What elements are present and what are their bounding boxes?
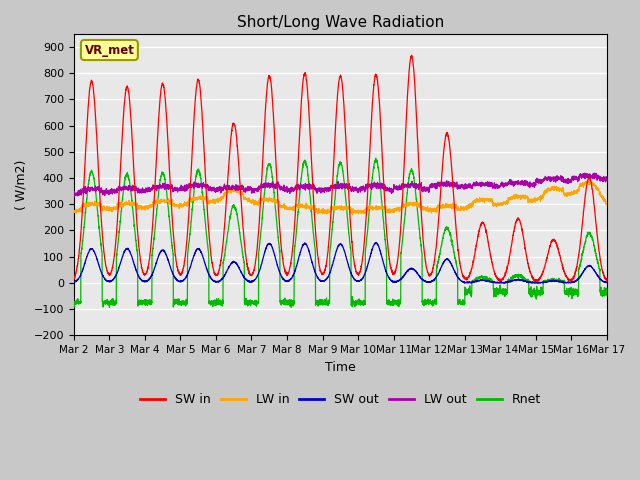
Title: Short/Long Wave Radiation: Short/Long Wave Radiation (237, 15, 444, 30)
Legend: SW in, LW in, SW out, LW out, Rnet: SW in, LW in, SW out, LW out, Rnet (135, 388, 546, 411)
Y-axis label: ( W/m2): ( W/m2) (15, 159, 28, 210)
Text: VR_met: VR_met (84, 44, 134, 57)
X-axis label: Time: Time (325, 360, 356, 373)
